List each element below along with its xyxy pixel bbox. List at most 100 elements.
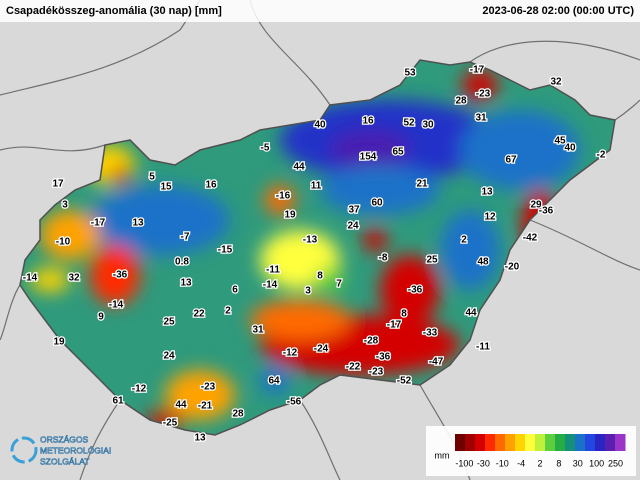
- title: Csapadékösszeg-anomália (30 nap) [mm]: [6, 5, 222, 17]
- header-bar: [0, 0, 640, 22]
- station-value: 19: [284, 210, 296, 221]
- station-value: -14: [23, 273, 38, 284]
- station-value: 44: [293, 162, 305, 173]
- station-value: 8: [317, 271, 323, 282]
- station-value: 40: [564, 143, 576, 154]
- station-value: 53: [404, 68, 416, 79]
- legend-swatch: [535, 434, 546, 451]
- station-value: 3: [62, 200, 68, 211]
- logo-icon: [10, 436, 38, 464]
- legend: -100 -30 -10 -4 2 8 30 100 250: [455, 434, 626, 468]
- station-value: 65: [392, 147, 404, 158]
- station-value: -23: [201, 382, 216, 393]
- station-value: 32: [550, 77, 562, 88]
- station-value: 29: [530, 200, 542, 211]
- station-value: 13: [481, 187, 493, 198]
- logo-line: ORSZÁGOS: [40, 434, 89, 444]
- legend-swatch: [485, 434, 496, 451]
- station-value: -13: [303, 235, 318, 246]
- station-value: 0.8: [175, 257, 189, 268]
- legend-label: 2: [537, 458, 542, 468]
- station-value: 25: [426, 255, 438, 266]
- station-value: 61: [112, 396, 124, 407]
- station-value: -10: [56, 237, 71, 248]
- legend-swatch: [605, 434, 616, 451]
- legend-label: 8: [556, 458, 561, 468]
- station-value: 17: [52, 179, 64, 190]
- station-value: 52: [403, 118, 415, 129]
- station-value: 3: [305, 286, 311, 297]
- station-value: 6: [232, 285, 238, 296]
- station-value: 5: [149, 172, 155, 183]
- station-value: 15: [160, 182, 172, 193]
- station-value: -15: [218, 245, 233, 256]
- station-value: -33: [423, 328, 438, 339]
- anomaly-field: [30, 70, 580, 430]
- station-value: 12: [484, 212, 496, 223]
- station-value: -11: [476, 342, 490, 353]
- legend-swatch: [475, 434, 486, 451]
- legend-label: -4: [517, 458, 525, 468]
- station-value: 7: [336, 279, 342, 290]
- station-value: -5: [261, 143, 270, 154]
- station-value: 24: [163, 351, 175, 362]
- legend-label: -100: [455, 458, 473, 468]
- station-value: -7: [181, 232, 190, 243]
- station-value: -36: [113, 270, 128, 281]
- station-value: 19: [53, 337, 65, 348]
- station-value: 67: [505, 155, 517, 166]
- station-value: 25: [163, 317, 175, 328]
- legend-label: 30: [573, 458, 583, 468]
- station-value: -16: [276, 191, 291, 202]
- legend-label: 100: [589, 458, 604, 468]
- station-value: -47: [429, 357, 444, 368]
- legend-swatch: [575, 434, 586, 451]
- legend-swatch: [585, 434, 596, 451]
- station-value: 31: [475, 113, 487, 124]
- station-value: -42: [523, 233, 538, 244]
- station-value: -17: [387, 320, 402, 331]
- station-value: 2: [461, 235, 467, 246]
- station-value: 154: [360, 152, 377, 163]
- station-value: -2: [597, 150, 606, 161]
- legend-swatch: [565, 434, 576, 451]
- logo-line: METEOROLÓGIAI: [40, 445, 111, 455]
- station-value: 28: [232, 409, 244, 420]
- legend-swatch: [495, 434, 506, 451]
- legend-swatch: [595, 434, 606, 451]
- station-value: -12: [283, 348, 298, 359]
- station-value: -17: [91, 218, 106, 229]
- station-value: -56: [287, 397, 302, 408]
- station-value: -22: [346, 362, 361, 373]
- station-value: 40: [314, 120, 326, 131]
- station-value: 13: [194, 433, 206, 444]
- station-value: -14: [109, 300, 124, 311]
- station-value: -52: [397, 376, 412, 387]
- station-value: 32: [68, 273, 80, 284]
- station-value: 22: [193, 309, 205, 320]
- station-value: 31: [252, 325, 264, 336]
- station-value: 60: [371, 198, 383, 209]
- station-value: 8: [401, 309, 407, 320]
- legend-swatch: [555, 434, 566, 451]
- station-value: 16: [362, 116, 374, 127]
- legend-swatch: [455, 434, 466, 451]
- station-value: 45: [554, 136, 566, 147]
- station-value: -36: [408, 285, 423, 296]
- legend-swatch: [515, 434, 526, 451]
- legend-swatch: [615, 434, 626, 451]
- station-value: 64: [268, 376, 280, 387]
- station-value: -23: [369, 367, 384, 378]
- station-value: 9: [98, 312, 104, 323]
- station-value: 44: [175, 400, 187, 411]
- station-value: -21: [198, 401, 213, 412]
- station-value: 2: [225, 306, 231, 317]
- station-value: 16: [205, 180, 217, 191]
- station-value: -12: [132, 384, 147, 395]
- station-value: -11: [266, 265, 280, 276]
- logo: ORSZÁGOS METEOROLÓGIAI SZOLGÁLAT: [10, 434, 112, 467]
- legend-swatch: [525, 434, 536, 451]
- station-value: 44: [465, 308, 477, 319]
